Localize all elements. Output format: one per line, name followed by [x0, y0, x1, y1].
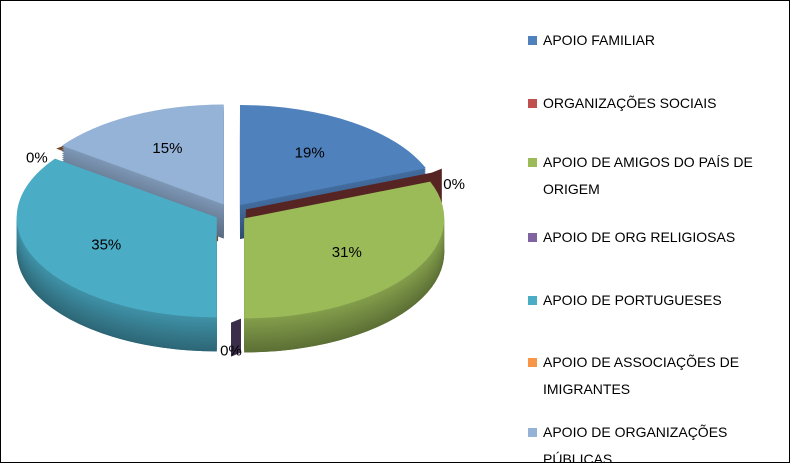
legend-swatch	[528, 99, 537, 108]
data-label: 0%	[443, 176, 465, 193]
slice	[244, 181, 445, 319]
data-label: 15%	[152, 140, 182, 157]
legend-item: ORGANIZAÇÕES SOCIAIS	[528, 90, 778, 117]
data-label: 19%	[295, 145, 325, 162]
legend-label: APOIO FAMILIAR	[543, 32, 656, 48]
data-label: 0%	[26, 149, 48, 166]
slice	[16, 158, 217, 318]
slice	[239, 105, 426, 206]
legend-swatch	[528, 36, 537, 45]
data-label: 0%	[220, 343, 242, 360]
legend-label: APOIO DE PORTUGUESES	[543, 292, 722, 308]
legend-swatch	[528, 233, 537, 242]
legend-label: ORGANIZAÇÕES SOCIAIS	[543, 95, 717, 111]
legend-label: APOIO DE ORGANIZAÇÕES PÚBLICAS	[543, 424, 728, 463]
legend-item: APOIO DE PORTUGUESES	[528, 287, 778, 314]
legend-item: APOIO FAMILIAR	[528, 27, 778, 54]
legend-label: APOIO DE AMIGOS DO PAÍS DE ORIGEM	[543, 154, 753, 197]
slice	[61, 104, 224, 205]
legend-item: APOIO DE ASSOCIAÇÕES DE IMIGRANTES	[528, 349, 778, 403]
legend-swatch	[528, 158, 537, 167]
legend-item: APOIO DE ORGANIZAÇÕES PÚBLICAS	[528, 419, 778, 463]
data-label: 35%	[91, 236, 121, 253]
legend-swatch	[528, 428, 537, 437]
slice-wall	[231, 222, 241, 357]
data-label: 31%	[332, 244, 362, 261]
legend-item: APOIO DE AMIGOS DO PAÍS DE ORIGEM	[528, 149, 778, 203]
legend-swatch	[528, 358, 537, 367]
legend-label: APOIO DE ASSOCIAÇÕES DE IMIGRANTES	[543, 354, 740, 397]
legend-item: APOIO DE ORG RELIGIOSAS	[528, 224, 778, 251]
legend-label: APOIO DE ORG RELIGIOSAS	[543, 229, 736, 245]
legend-swatch	[528, 296, 537, 305]
